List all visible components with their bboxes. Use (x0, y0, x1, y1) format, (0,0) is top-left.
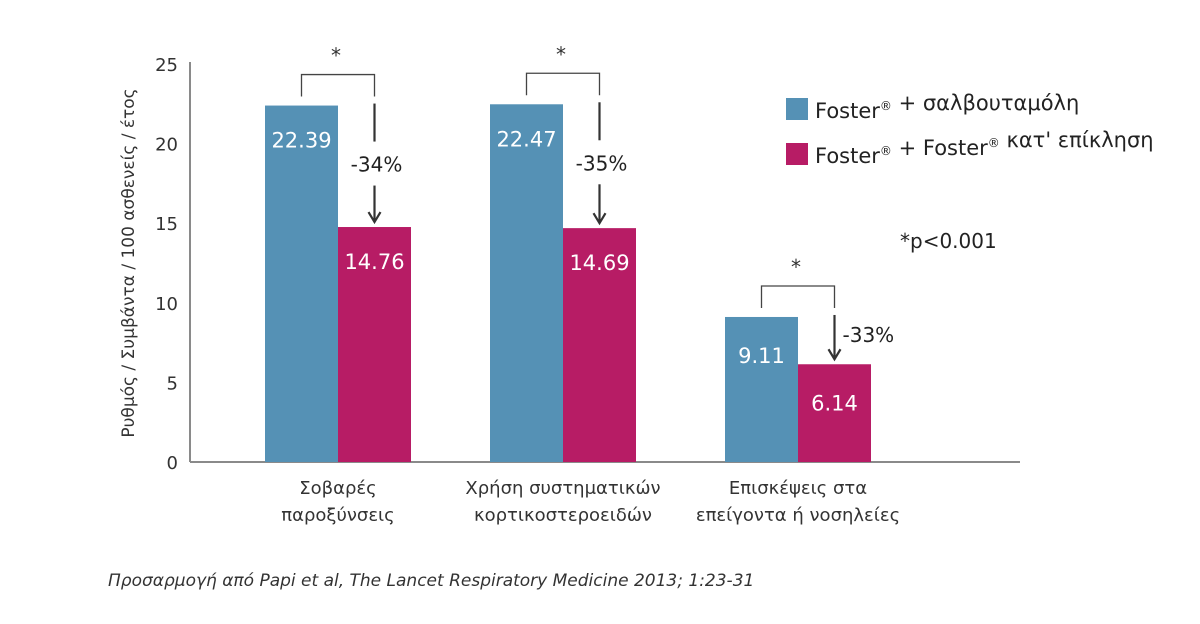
x-category-label: παροξύνσεις (281, 505, 394, 526)
reduction-arrow-head (827, 348, 842, 362)
significance-star: * (791, 255, 801, 279)
y-tick-label: 10 (155, 294, 178, 315)
bar (265, 105, 338, 462)
y-tick-label: 20 (155, 135, 178, 156)
significance-star: * (331, 44, 341, 68)
x-category-label: κορτικοστεροειδών (474, 505, 652, 526)
bar-value-label: 9.11 (738, 344, 785, 368)
source-caption: Προσαρμογή από Papi et al, The Lancet Re… (108, 571, 755, 591)
y-tick-label: 25 (155, 55, 178, 76)
legend-swatch (786, 143, 808, 165)
significance-bracket (760, 285, 836, 308)
y-axis-label: Ρυθμός / Συμβάντα / 100 ασθενείς / έτος (119, 88, 139, 437)
significance-bracket (300, 73, 376, 97)
reduction-arrow-head (367, 211, 382, 225)
significance-note: *p<0.001 (900, 229, 997, 253)
bar (490, 104, 563, 463)
legend-label: Foster® + σαλβουταμόλη (815, 91, 1079, 123)
annotations: * -34% * -35% * -33% (300, 42, 895, 362)
bar-value-label: 6.14 (811, 391, 858, 415)
bar-value-label: 22.47 (496, 127, 556, 151)
legend-label: Foster® + Foster® κατ' επίκληση (815, 128, 1154, 168)
significance-bracket (525, 72, 601, 96)
bar (798, 364, 871, 462)
x-category-label: επείγοντα ή νοσηλείες (696, 505, 900, 526)
significance-star: * (556, 42, 566, 66)
legend-swatch (786, 98, 808, 120)
x-category-label: Επισκέψεις στα (729, 478, 867, 499)
bar (338, 227, 411, 462)
reduction-label: -35% (576, 151, 628, 175)
bar-value-label: 14.76 (344, 250, 404, 274)
reduction-label: -33% (843, 323, 895, 347)
bar (563, 228, 636, 462)
bar (725, 316, 798, 462)
legend: Foster® + σαλβουταμόλη Foster® + Foster® … (786, 91, 1154, 168)
axes: 0 5 10 15 20 25 Ρυθμός / Συμβάντα / 100 ασθενε… (119, 55, 1020, 526)
bar-value-label: 14.69 (569, 251, 629, 275)
x-category-label: Σοβαρές (299, 478, 376, 499)
y-tick-label: 5 (167, 373, 178, 394)
x-category-label: Χρήση συστηματικών (465, 478, 660, 499)
y-tick-label: 0 (167, 453, 178, 474)
reduction-label: -34% (351, 153, 403, 177)
y-tick-label: 15 (155, 214, 178, 235)
bars: 22.39 14.76 22.47 14.69 9.11 6.14 (265, 104, 871, 463)
reduction-arrow-head (592, 212, 607, 226)
bar-value-label: 22.39 (271, 129, 331, 153)
